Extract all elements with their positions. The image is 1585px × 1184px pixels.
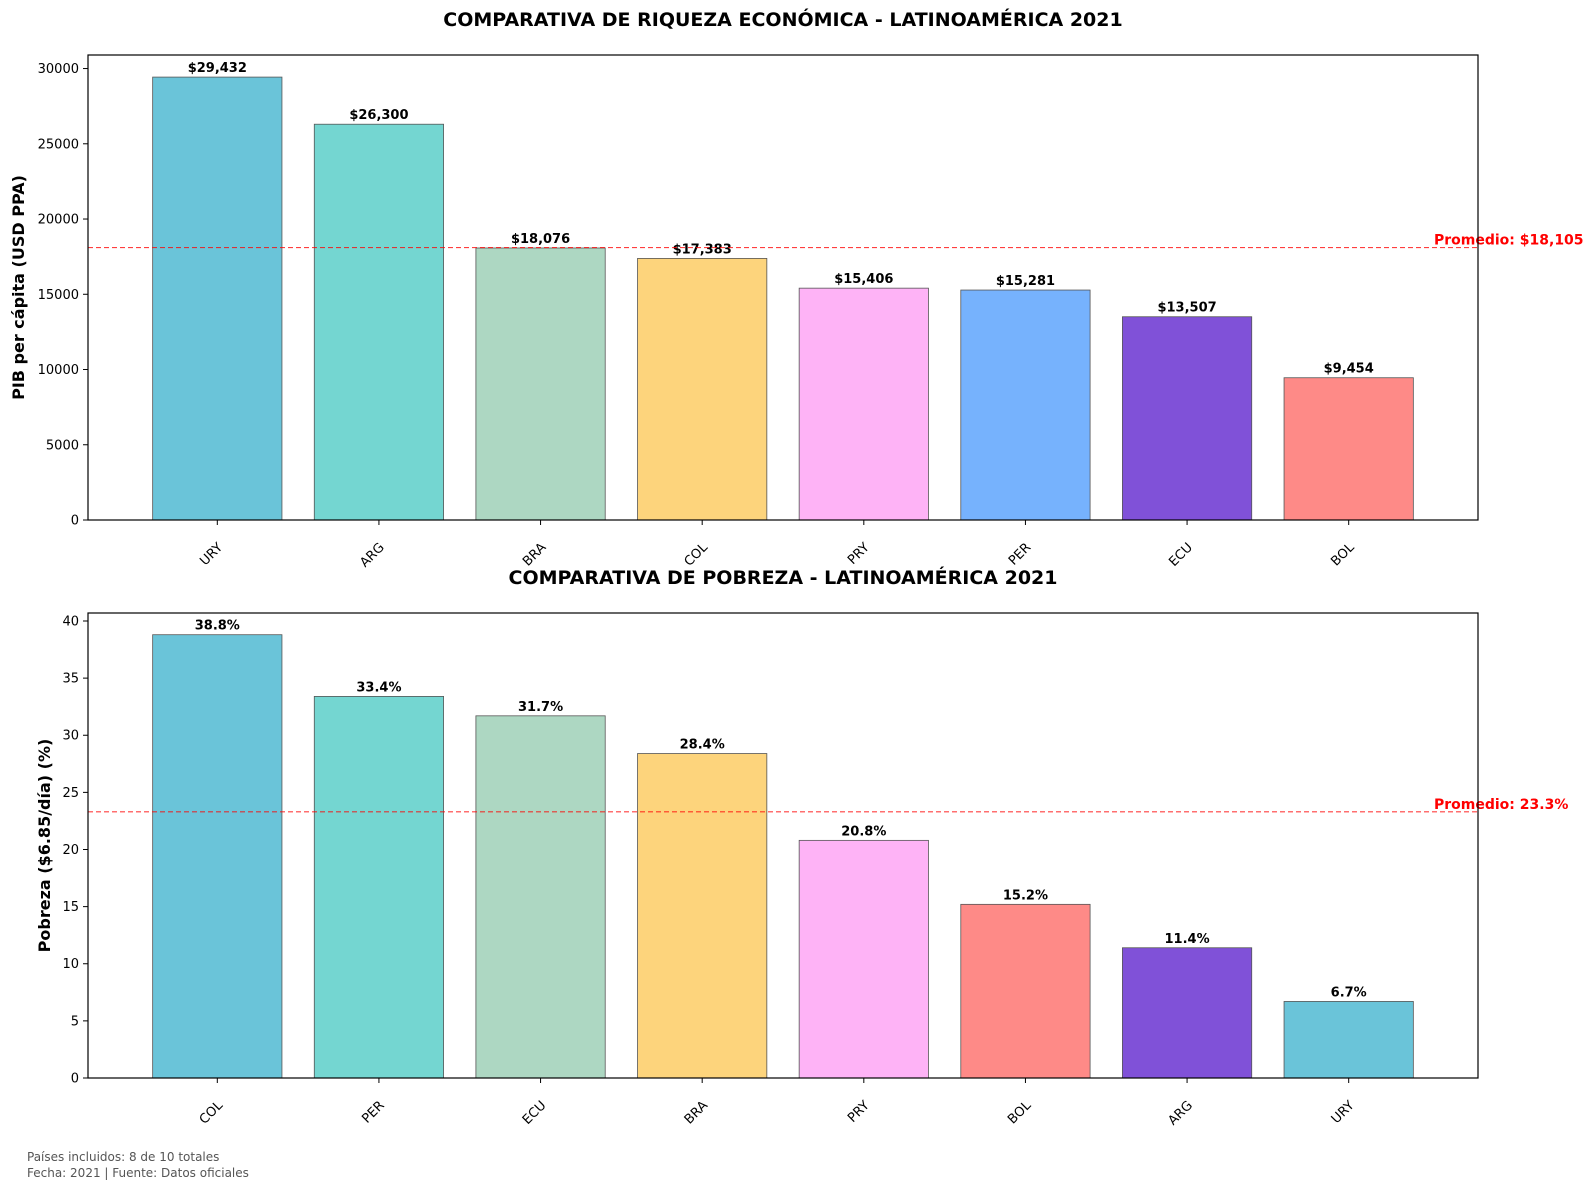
- poverty-y-tick-label: 40: [62, 614, 79, 629]
- gdp-value-label-pry: $15,406: [834, 272, 893, 287]
- gdp-y-tick-label: 0: [71, 514, 79, 529]
- poverty-value-label-ecu: 31.7%: [518, 700, 563, 715]
- poverty-bar-bol: [960, 903, 1091, 1079]
- poverty-y-tick-label: 5: [71, 1014, 79, 1029]
- gdp-x-tick-label: PRY: [845, 540, 873, 568]
- gdp-bar-bol: [1283, 377, 1414, 521]
- poverty-value-label-per: 33.4%: [356, 680, 401, 695]
- gdp-bar-per: [960, 289, 1091, 521]
- gdp-bar-ecu: [1122, 316, 1253, 521]
- poverty-value-label-arg: 11.4%: [1165, 932, 1210, 947]
- poverty-plot-frame: [87, 612, 1479, 1079]
- gdp-value-label-ecu: $13,507: [1157, 301, 1216, 316]
- poverty-value-label-ury: 6.7%: [1331, 985, 1367, 1000]
- poverty-bar-pry: [798, 839, 929, 1079]
- gdp-y-tick-label: 10000: [38, 363, 79, 378]
- poverty-bar-arg: [1122, 947, 1253, 1079]
- gdp-y-tick-label: 25000: [38, 137, 79, 152]
- gdp-y-axis-label: PIB per cápita (USD PPA): [9, 175, 28, 400]
- poverty-value-label-col: 38.8%: [195, 619, 240, 634]
- gdp-value-label-bol: $9,454: [1324, 362, 1374, 377]
- gdp-value-label-col: $17,383: [673, 242, 732, 257]
- gdp-x-tick-label: BRA: [520, 540, 549, 569]
- footer-countries-note: Países incluidos: 8 de 10 totales: [27, 1150, 220, 1164]
- gdp-x-tick-label: BOL: [1328, 540, 1358, 570]
- gdp-chart-title: COMPARATIVA DE RIQUEZA ECONÓMICA - LATIN…: [443, 7, 1122, 31]
- poverty-y-tick-label: 10: [62, 957, 79, 972]
- gdp-x-tick-label: ECU: [1166, 540, 1196, 570]
- gdp-value-label-arg: $26,300: [349, 108, 408, 123]
- gdp-y-tick-label: 30000: [38, 62, 79, 77]
- gdp-value-label-bra: $18,076: [511, 232, 570, 247]
- footer-source-note: Fecha: 2021 | Fuente: Datos oficiales: [27, 1166, 249, 1180]
- gdp-x-tick-label: COL: [682, 540, 712, 570]
- gdp-bar-col: [637, 258, 768, 521]
- gdp-y-tick-label: 20000: [38, 213, 79, 228]
- poverty-x-tick-label: ARG: [1165, 1098, 1195, 1128]
- poverty-x-tick-label: COL: [197, 1098, 227, 1128]
- poverty-y-tick-label: 35: [62, 672, 79, 687]
- gdp-value-label-ury: $29,432: [188, 61, 247, 76]
- gdp-value-label-per: $15,281: [996, 274, 1055, 289]
- gdp-x-tick-label: PER: [1006, 540, 1034, 568]
- poverty-average-label: Promedio: 23.3%: [1434, 797, 1568, 813]
- gdp-bar-bra: [475, 247, 606, 521]
- gdp-bar-pry: [798, 287, 929, 521]
- poverty-value-label-bra: 28.4%: [680, 738, 725, 753]
- poverty-bar-ecu: [475, 715, 606, 1079]
- poverty-value-label-bol: 15.2%: [1003, 888, 1048, 903]
- poverty-y-axis-label: Pobreza ($6.85/día) (%): [35, 739, 54, 953]
- poverty-x-tick-label: ECU: [520, 1098, 550, 1128]
- gdp-y-tick-label: 5000: [46, 438, 79, 453]
- poverty-bar-bra: [637, 753, 768, 1079]
- charts-area: COMPARATIVA DE RIQUEZA ECONÓMICA - LATIN…: [9, 7, 1584, 1129]
- footer-notes: Países incluidos: 8 de 10 totales Fecha:…: [27, 1149, 249, 1181]
- gdp-x-tick-label: URY: [197, 540, 226, 569]
- poverty-x-tick-label: BRA: [682, 1098, 711, 1127]
- poverty-bar-ury: [1283, 1001, 1414, 1079]
- poverty-x-tick-label: URY: [1329, 1098, 1358, 1127]
- gdp-average-label: Promedio: $18,105: [1434, 233, 1584, 249]
- gdp-plot-frame: [87, 54, 1479, 521]
- gdp-x-tick-label: ARG: [357, 540, 387, 570]
- poverty-x-tick-label: PER: [359, 1098, 387, 1126]
- poverty-chart-title: COMPARATIVA DE POBREZA - LATINOAMÉRICA 2…: [509, 566, 1058, 589]
- poverty-y-tick-label: 30: [62, 729, 79, 744]
- gdp-bar-arg: [313, 123, 444, 521]
- poverty-y-tick-label: 15: [62, 900, 79, 915]
- poverty-x-tick-label: PRY: [845, 1098, 873, 1126]
- poverty-bar-per: [313, 696, 444, 1079]
- poverty-y-tick-label: 0: [71, 1072, 79, 1087]
- gdp-y-tick-label: 15000: [38, 288, 79, 303]
- poverty-y-tick-label: 25: [62, 786, 79, 801]
- poverty-y-tick-label: 20: [62, 843, 79, 858]
- poverty-x-tick-label: BOL: [1005, 1098, 1035, 1128]
- poverty-value-label-pry: 20.8%: [841, 824, 886, 839]
- poverty-bar-col: [152, 634, 283, 1079]
- gdp-bar-ury: [152, 76, 283, 521]
